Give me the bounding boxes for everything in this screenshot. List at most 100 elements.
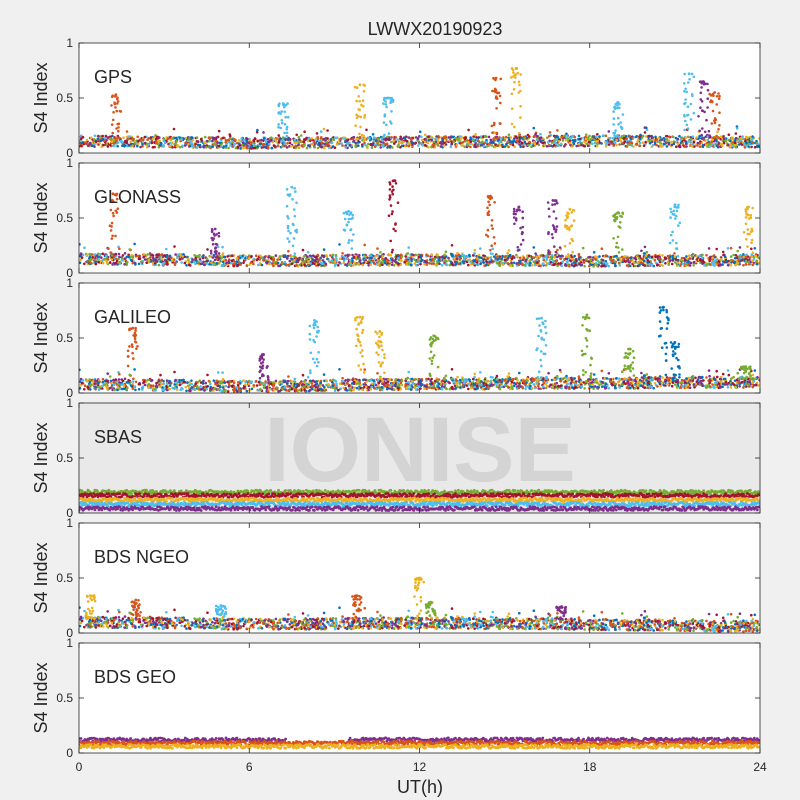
spike-peak [358,83,362,87]
data-point [308,139,312,143]
data-point [245,264,249,267]
spike-point [215,255,218,259]
spike-point [746,232,750,236]
data-point [79,258,83,262]
data-point [347,262,351,266]
data-point [418,135,421,138]
data-point [377,141,380,144]
data-point [283,260,287,264]
data-point [479,262,483,266]
spike-point [394,182,398,185]
data-point [433,257,437,261]
data-point [297,141,301,144]
data-point [137,139,140,143]
spike-point [683,90,686,93]
data-point [577,134,581,138]
data-point [690,144,693,148]
data-point [413,142,417,145]
data-point [667,142,671,146]
spike-point [551,203,554,206]
data-point [493,255,496,258]
spike-point [564,218,567,222]
data-point [154,142,158,145]
data-point [91,255,94,259]
data-point [471,254,475,257]
data-point [703,264,706,267]
data-point [413,262,417,265]
data-point [509,136,513,139]
data-point [172,127,176,131]
data-point [477,263,480,266]
data-point [708,263,712,266]
data-point [719,257,723,261]
spike-point [359,125,362,129]
spike-peak [616,101,620,104]
spike-point [749,230,753,233]
spike-point [550,233,554,236]
data-point [228,254,232,258]
data-point [484,263,488,267]
data-point [426,254,430,258]
data-point [676,378,680,382]
data-point [405,253,408,256]
spike-point [212,237,216,240]
data-point [381,261,385,264]
data-point [114,252,118,256]
data-point [116,144,119,148]
spike-point [490,224,494,227]
spike-point [685,123,689,127]
data-point [101,252,104,256]
data-point [352,255,356,259]
spike-point [390,110,393,113]
data-point [582,261,586,264]
data-point [609,258,612,261]
data-point [654,135,657,139]
data-point [716,130,719,134]
data-point [337,141,341,144]
data-point [190,260,194,264]
data-point [228,140,231,144]
data-point [90,144,94,147]
data-point [141,145,144,148]
data-point [670,262,674,266]
data-point [643,131,647,134]
data-point [744,260,748,263]
data-point [392,139,396,142]
spike-point [209,252,213,255]
data-point [451,253,454,257]
spike-point [214,242,218,246]
data-point [180,261,183,264]
data-point [634,264,637,268]
data-point [203,263,206,267]
spike-point [700,137,704,140]
data-point [501,263,505,266]
spike-peak [213,227,217,231]
data-point [168,387,171,391]
data-point [674,261,677,264]
data-point [252,257,255,261]
data-point [278,255,282,258]
data-point [714,142,717,146]
spike-point [491,89,494,93]
data-point [624,260,627,263]
data-point [399,263,403,267]
data-point [441,255,444,259]
data-point [578,262,581,266]
spike-point [285,131,289,135]
spike-point [711,109,715,113]
data-point [689,261,693,265]
data-point [601,134,605,137]
data-point [282,254,286,257]
data-point [379,251,382,254]
data-point [264,259,267,262]
spike-point [566,211,569,215]
data-point [369,142,373,146]
spike-point [613,218,616,222]
data-point [693,145,696,148]
data-point [221,260,225,264]
data-point [455,137,458,140]
data-point [221,136,225,140]
data-point [323,260,326,264]
spike-point [552,225,556,229]
data-point [286,142,289,145]
